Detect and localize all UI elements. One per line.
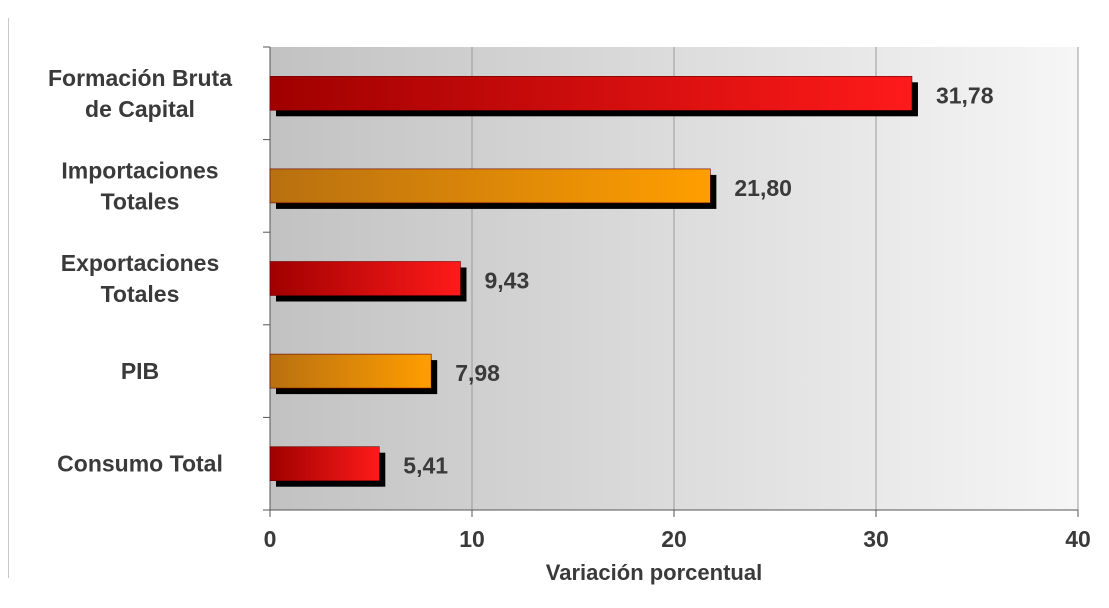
value-label: 21,80 (734, 175, 792, 201)
category-label: Exportaciones Totales (61, 250, 220, 307)
x-tick-labels: 0 10 20 30 40 (264, 526, 1091, 552)
value-label: 9,43 (484, 268, 529, 294)
bar (270, 262, 460, 296)
value-label: 31,78 (936, 82, 994, 108)
x-tick-label: 40 (1065, 526, 1091, 552)
value-label: 5,41 (403, 453, 448, 479)
bar (270, 76, 912, 110)
x-axis-title: Variación porcentual (546, 560, 762, 585)
x-tick-label: 30 (863, 526, 889, 552)
category-label: Importaciones Totales (61, 157, 218, 214)
category-labels: Formación Bruta de Capital Importaciones To… (48, 65, 232, 477)
frame-border (8, 18, 9, 578)
category-label: PIB (121, 358, 159, 384)
bar (270, 447, 379, 481)
bar (270, 354, 431, 388)
category-label: Formación Bruta de Capital (48, 65, 232, 122)
x-tick-label: 10 (459, 526, 485, 552)
x-tick-label: 0 (264, 526, 277, 552)
bar (270, 169, 710, 203)
value-label: 7,98 (455, 360, 500, 386)
category-label: Consumo Total (57, 451, 223, 477)
x-tick-label: 20 (661, 526, 687, 552)
